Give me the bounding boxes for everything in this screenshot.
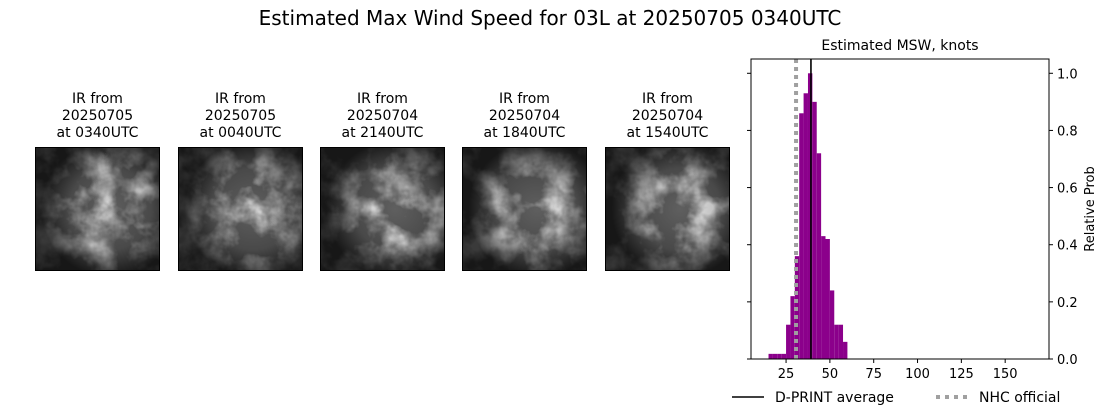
x-tick-label: 25 [778, 367, 795, 382]
panel-title: IR from [72, 91, 123, 107]
y-axis-label: Relative Prob [1083, 166, 1098, 251]
histogram-bar [825, 239, 830, 359]
histogram-bar [790, 296, 795, 359]
panel-title: 20250704 [489, 108, 560, 124]
ir-image-frame [320, 147, 445, 271]
histogram-bar [772, 353, 778, 359]
histogram-bar [799, 113, 804, 360]
plot-frame [750, 58, 1050, 360]
ir-image-texture [178, 147, 303, 271]
histogram-bar [812, 101, 817, 359]
ir-image-frame [178, 147, 303, 271]
ir-image-clouds [462, 147, 587, 271]
chart-title: Estimated MSW, knots [821, 38, 978, 54]
ir-image-clouds [605, 147, 730, 271]
panel-title: IR from [642, 91, 693, 107]
ir-image-frame [605, 147, 730, 271]
histogram-bar [821, 236, 826, 359]
histogram-bar [829, 290, 835, 359]
histogram-bar [816, 153, 822, 359]
figure-title: Estimated Max Wind Speed for 03L at 2025… [259, 6, 842, 30]
x-tick-label: 125 [949, 367, 974, 382]
panel-title: 20250704 [347, 108, 418, 124]
panel-title: at 1840UTC [484, 125, 566, 141]
panel-title: IR from [357, 91, 408, 107]
x-tick-label: 150 [993, 367, 1018, 382]
histogram-bar [843, 341, 848, 359]
ir-image-texture [605, 147, 730, 271]
panel-title: 20250705 [62, 108, 133, 124]
y-tick-label: 0.8 [1057, 124, 1078, 139]
panel-title: IR from [499, 91, 550, 107]
panel-title: 20250704 [632, 108, 703, 124]
histogram-chart: Estimated MSW, knots 25 50 75 100 125 150 0.0 0.… [732, 38, 1098, 406]
histogram-bar [777, 353, 782, 359]
legend-label: NHC official [979, 390, 1060, 406]
histogram-bar [834, 324, 839, 359]
histogram-bar [781, 353, 787, 359]
y-tick-label: 0.0 [1057, 353, 1078, 368]
x-tick-label: 50 [822, 367, 839, 382]
panel-title: at 1540UTC [627, 125, 709, 141]
ir-image-frame [35, 147, 160, 271]
histogram-bar [838, 324, 844, 359]
ir-image-clouds [35, 147, 160, 271]
panel-title: 20250705 [205, 108, 276, 124]
panel-title: at 2140UTC [342, 125, 424, 141]
x-tick-label: 75 [865, 367, 882, 382]
ir-image-texture [462, 147, 587, 271]
y-tick-label: 0.6 [1057, 182, 1078, 197]
ir-image-clouds [320, 147, 445, 271]
ir-image-frame [462, 147, 587, 271]
y-tick-label: 1.0 [1057, 67, 1078, 82]
ir-image-texture [320, 147, 445, 271]
histogram-bar [803, 93, 808, 360]
panel-title: at 0340UTC [57, 125, 139, 141]
histogram-bar [786, 324, 791, 359]
ir-image-texture [35, 147, 160, 271]
histogram-bar [768, 353, 773, 359]
panel-title: IR from [215, 91, 266, 107]
y-tick-label: 0.2 [1057, 296, 1078, 311]
legend-label: D-PRINT average [775, 390, 894, 406]
ir-image-clouds [178, 147, 303, 271]
panel-title: at 0040UTC [200, 125, 282, 141]
y-tick-label: 0.4 [1057, 239, 1078, 254]
x-tick-label: 100 [905, 367, 930, 382]
